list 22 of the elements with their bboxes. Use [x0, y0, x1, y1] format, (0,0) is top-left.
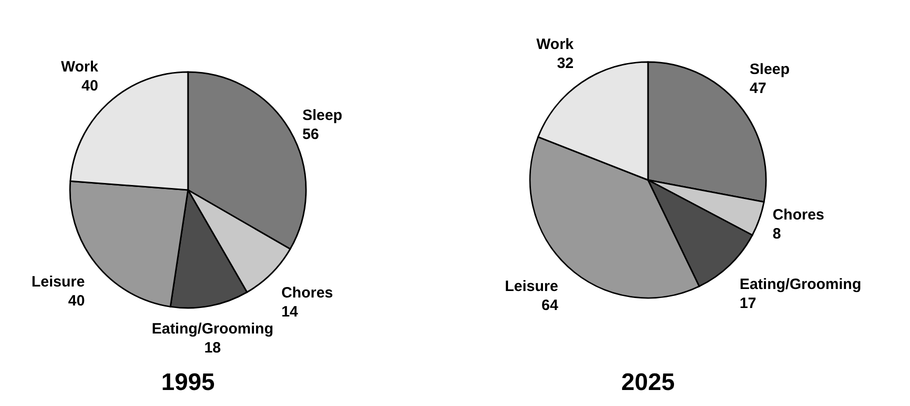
data-label: 40 — [68, 292, 85, 310]
data-label: 64 — [542, 296, 559, 314]
slice-label: Work — [536, 36, 574, 53]
data-label: 32 — [556, 54, 574, 72]
data-label: 17 — [740, 295, 756, 312]
slice-label: Leisure — [504, 278, 558, 295]
slice-label: Chores — [281, 284, 334, 302]
slice-label: Chores — [772, 206, 824, 224]
slice-label: Work — [60, 58, 99, 76]
text: 2025 — [621, 369, 675, 396]
data-label: 40 — [82, 77, 98, 94]
slice-label: Sleep — [750, 60, 790, 78]
slice-label: Leisure — [31, 273, 85, 290]
slice-label: Sleep — [302, 107, 342, 124]
data-label: 56 — [302, 126, 320, 143]
text: 1995 — [161, 369, 215, 396]
slice-label: Eating/Grooming — [740, 276, 862, 294]
data-label: 47 — [750, 80, 766, 97]
data-label: 18 — [204, 340, 221, 357]
slice-label: Eating/Grooming — [152, 320, 274, 338]
data-label: 8 — [772, 226, 781, 243]
data-label: 14 — [281, 303, 299, 320]
